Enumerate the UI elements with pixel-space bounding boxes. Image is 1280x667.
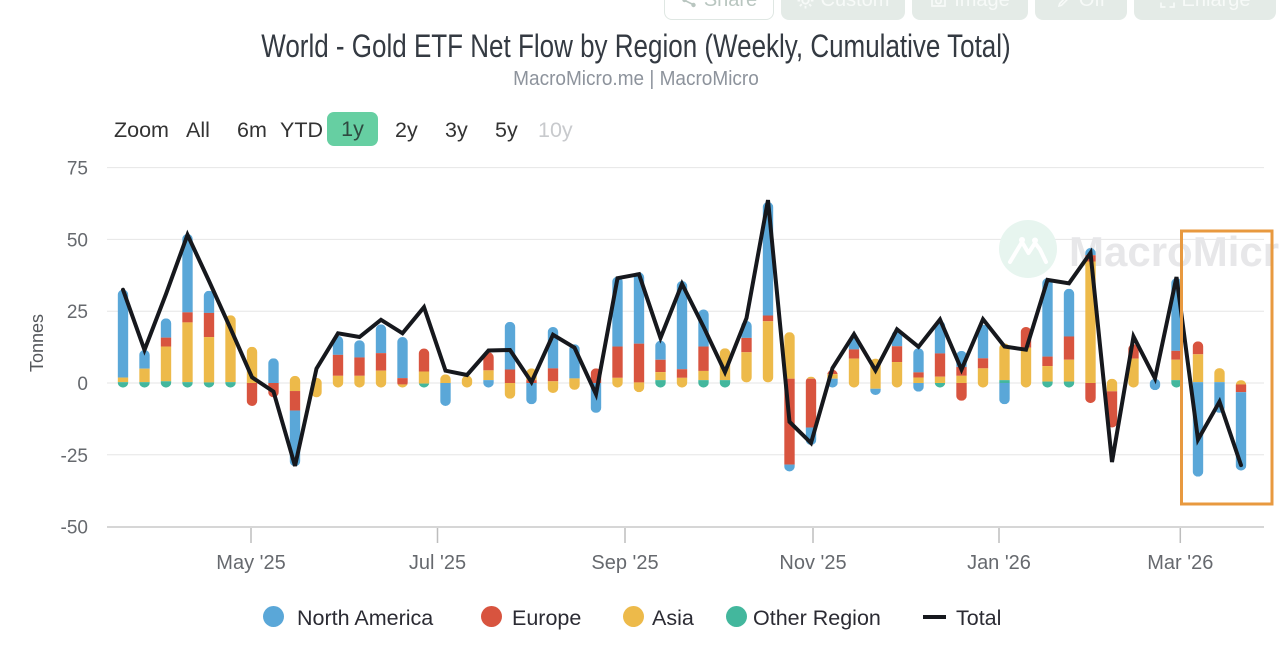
svg-text:Sep '25: Sep '25 (591, 552, 658, 574)
svg-text:Nov '25: Nov '25 (779, 552, 846, 574)
svg-text:0: 0 (77, 374, 88, 395)
svg-text:MacroMicro: MacroMicro (1069, 228, 1280, 275)
svg-text:-50: -50 (61, 518, 88, 539)
svg-text:25: 25 (67, 302, 88, 323)
svg-text:Jan '26: Jan '26 (967, 552, 1031, 574)
svg-text:75: 75 (67, 159, 88, 180)
svg-text:Tonnes: Tonnes (27, 314, 47, 372)
svg-text:Mar '26: Mar '26 (1147, 552, 1213, 574)
svg-text:May '25: May '25 (216, 552, 285, 574)
svg-text:Jul '25: Jul '25 (409, 552, 466, 574)
svg-text:-25: -25 (61, 446, 88, 467)
svg-text:50: 50 (67, 230, 88, 251)
